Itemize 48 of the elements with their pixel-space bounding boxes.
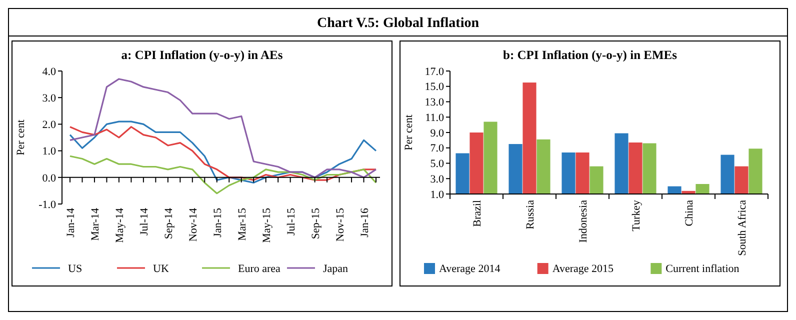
y-tick-label: 1.0 xyxy=(42,146,56,158)
legend-label: US xyxy=(68,263,82,275)
x-tick-label: Nov-15 xyxy=(334,208,346,242)
legend-label: Japan xyxy=(323,263,349,275)
x-tick-label: South Africa xyxy=(736,200,748,256)
y-tick-label: 15.0 xyxy=(424,81,444,94)
x-tick-label: Sep-15 xyxy=(310,208,322,240)
legend-label: UK xyxy=(153,263,169,275)
x-tick-label: Sep-14 xyxy=(162,208,175,240)
y-axis-title: Per cent xyxy=(403,114,415,150)
y-tick-label: 13.0 xyxy=(424,96,444,109)
legend-label: Euro area xyxy=(238,263,281,275)
x-tick-label: Jan-15 xyxy=(212,208,224,238)
y-tick-label: 7.0 xyxy=(430,142,444,155)
x-tick-label: Brazil xyxy=(472,200,484,227)
x-tick-label: May-14 xyxy=(114,208,126,243)
y-tick-label: 3.0 xyxy=(42,92,56,104)
x-tick-label: Jan-14 xyxy=(65,208,77,238)
x-tick-label: Nov-14 xyxy=(187,208,200,242)
x-tick-label: Russia xyxy=(524,200,536,230)
x-tick-label: Indonesia xyxy=(578,200,590,243)
y-tick-label: 11.0 xyxy=(425,112,444,124)
y-axis-title: Per cent xyxy=(15,120,27,156)
y-tick-label: 2.0 xyxy=(42,119,56,132)
legend-label: Average 2015 xyxy=(552,263,614,275)
x-tick-label: China xyxy=(684,200,696,226)
y-tick-label: 3.0 xyxy=(430,173,444,186)
line-series xyxy=(69,78,377,178)
x-tick-label: Mar-14 xyxy=(89,208,102,241)
x-tick-label: Turkey xyxy=(630,200,642,232)
legend-label: Average 2014 xyxy=(439,263,501,275)
text: Chart V.5: Global Inflation xyxy=(316,16,480,31)
y-tick-label: 1.0 xyxy=(430,188,444,201)
x-tick-label: Jul-14 xyxy=(138,208,150,236)
x-tick-label: Jan-16 xyxy=(358,208,371,238)
y-tick-label: -1.0 xyxy=(38,198,56,211)
y-tick-label: 9.0 xyxy=(430,127,444,140)
y-tick-label: 0.0 xyxy=(42,172,56,184)
legend-label: Current inflation xyxy=(666,263,740,275)
chart-title: b: CPI Inflation (y-o-y) in EMEs xyxy=(503,48,678,62)
line-series xyxy=(69,155,377,194)
x-tick-label: Mar-15 xyxy=(236,208,248,241)
x-tick-label: Jul-15 xyxy=(285,208,298,236)
chart-title: a: CPI Inflation (y-o-y) in AEs xyxy=(121,48,283,62)
y-tick-label: 4.0 xyxy=(42,66,56,78)
y-tick-label: 17.0 xyxy=(424,66,444,78)
x-tick-label: May-15 xyxy=(260,208,273,243)
y-tick-label: 5.0 xyxy=(430,158,444,170)
